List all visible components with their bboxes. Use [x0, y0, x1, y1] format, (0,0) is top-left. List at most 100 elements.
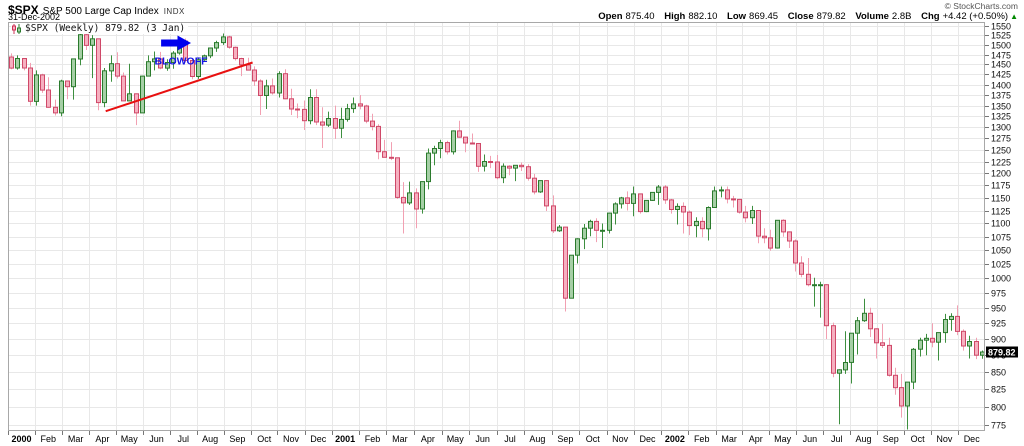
x-month-label: Aug: [202, 434, 218, 444]
candle-body: [370, 120, 375, 127]
candlestick-icon: [12, 23, 21, 34]
candle-body: [551, 205, 556, 232]
close-value: 879.82: [816, 11, 846, 22]
y-tick-label: 1125: [991, 207, 1010, 217]
candle-body: [488, 161, 493, 163]
y-tick-label: 1525: [991, 31, 1011, 41]
candle-body: [880, 342, 885, 346]
candle-body: [214, 42, 219, 49]
y-tick-label: 1150: [991, 194, 1010, 204]
x-month-label: Feb: [41, 434, 57, 444]
candle-body: [799, 262, 804, 275]
candle-body: [22, 58, 27, 69]
candle-body: [15, 58, 20, 69]
x-month-label: Jul: [831, 434, 843, 444]
candle-body: [333, 118, 338, 129]
y-axis: 7758008258508759009259509751000102510501…: [985, 22, 1011, 431]
candle-body: [432, 148, 437, 154]
low-label: Low: [727, 11, 747, 22]
volume-label: Volume: [855, 11, 889, 22]
candle-body: [563, 226, 568, 299]
chart-date: 31-Dec-2002: [8, 12, 61, 22]
x-month-label: Feb: [365, 434, 381, 444]
candle-body: [775, 219, 780, 249]
candle-body: [874, 328, 879, 344]
candle-body: [146, 61, 151, 77]
y-tick-label: 850: [991, 368, 1006, 378]
candle-body: [905, 381, 910, 407]
candle-body: [358, 103, 363, 107]
copyright-label: © StockCharts.com: [944, 1, 1018, 11]
x-month-label: Jun: [475, 434, 490, 444]
last-price-label: 879.82: [988, 348, 1016, 358]
plot-border: [8, 22, 985, 431]
candle-body: [258, 80, 263, 96]
candle-body: [270, 85, 275, 94]
candle-body: [482, 161, 487, 167]
plot-legend-text: $SPX (Weekly) 879.82 (3 Jan): [25, 23, 186, 34]
y-tick-label: 950: [991, 304, 1006, 314]
candle-body: [918, 339, 923, 350]
y-tick-label: 1250: [991, 146, 1011, 156]
candle-body: [949, 315, 954, 320]
candle-body: [389, 156, 394, 159]
y-tick-label: 1200: [991, 169, 1011, 179]
blowoff-annotation-label: BLOWOFF: [154, 56, 208, 68]
x-month-label: May: [121, 434, 139, 444]
candle-body: [109, 63, 114, 72]
candle-body: [526, 166, 531, 179]
candle-body: [227, 36, 232, 48]
candle-body: [308, 97, 313, 122]
candle-body: [519, 164, 524, 168]
y-tick-label: 1100: [991, 219, 1010, 229]
x-month-label: Sep: [557, 434, 573, 444]
x-month-label: May: [774, 434, 792, 444]
candle-body: [594, 220, 599, 231]
candle-body: [40, 74, 45, 91]
chg-label: Chg: [921, 11, 940, 22]
x-month-label: Oct: [586, 434, 601, 444]
candle-body: [967, 341, 972, 347]
y-tick-label: 800: [991, 403, 1006, 413]
candle-body: [34, 74, 39, 102]
x-month-label: Mar: [721, 434, 737, 444]
exchange-label: INDX: [163, 7, 185, 16]
candle-body: [395, 157, 400, 198]
candle-body: [787, 231, 792, 242]
candle-body: [202, 55, 207, 61]
x-month-label: Apr: [95, 434, 109, 444]
candle-body: [613, 203, 618, 214]
candle-body: [930, 337, 935, 343]
x-month-label: Apr: [749, 434, 763, 444]
candle-body: [495, 161, 500, 179]
candle-body: [899, 387, 904, 407]
candle-body: [638, 193, 643, 213]
candle-body: [9, 56, 14, 69]
symbol-label: $SPX: [8, 3, 39, 17]
candle-body: [445, 142, 450, 153]
candle-body: [806, 273, 811, 286]
candle-body: [961, 330, 966, 347]
candle-body: [364, 105, 369, 122]
candle-body: [208, 47, 213, 57]
blowoff-arrow-icon: [161, 35, 191, 51]
y-tick-label: 1025: [991, 260, 1011, 270]
candle-body: [712, 190, 717, 208]
candle-body: [706, 207, 711, 230]
candles: [9, 25, 985, 430]
candle-body: [663, 186, 668, 201]
quote-readout: Open 875.40 High 882.10 Low 869.45 Close 879…: [598, 11, 1018, 22]
x-year-label: 2001: [335, 434, 355, 444]
x-month-label: Jul: [178, 434, 190, 444]
candle-body: [750, 210, 755, 219]
candle-body: [737, 198, 742, 213]
plot-legend: $SPX (Weekly) 879.82 (3 Jan): [11, 23, 189, 34]
y-tick-label: 1275: [991, 134, 1011, 144]
y-tick-label: 1550: [991, 22, 1011, 32]
y-tick-label: 1425: [991, 70, 1011, 80]
candle-body: [725, 189, 730, 200]
candle-body: [295, 108, 300, 111]
x-month-label: Mar: [68, 434, 84, 444]
candle-body: [376, 125, 381, 153]
